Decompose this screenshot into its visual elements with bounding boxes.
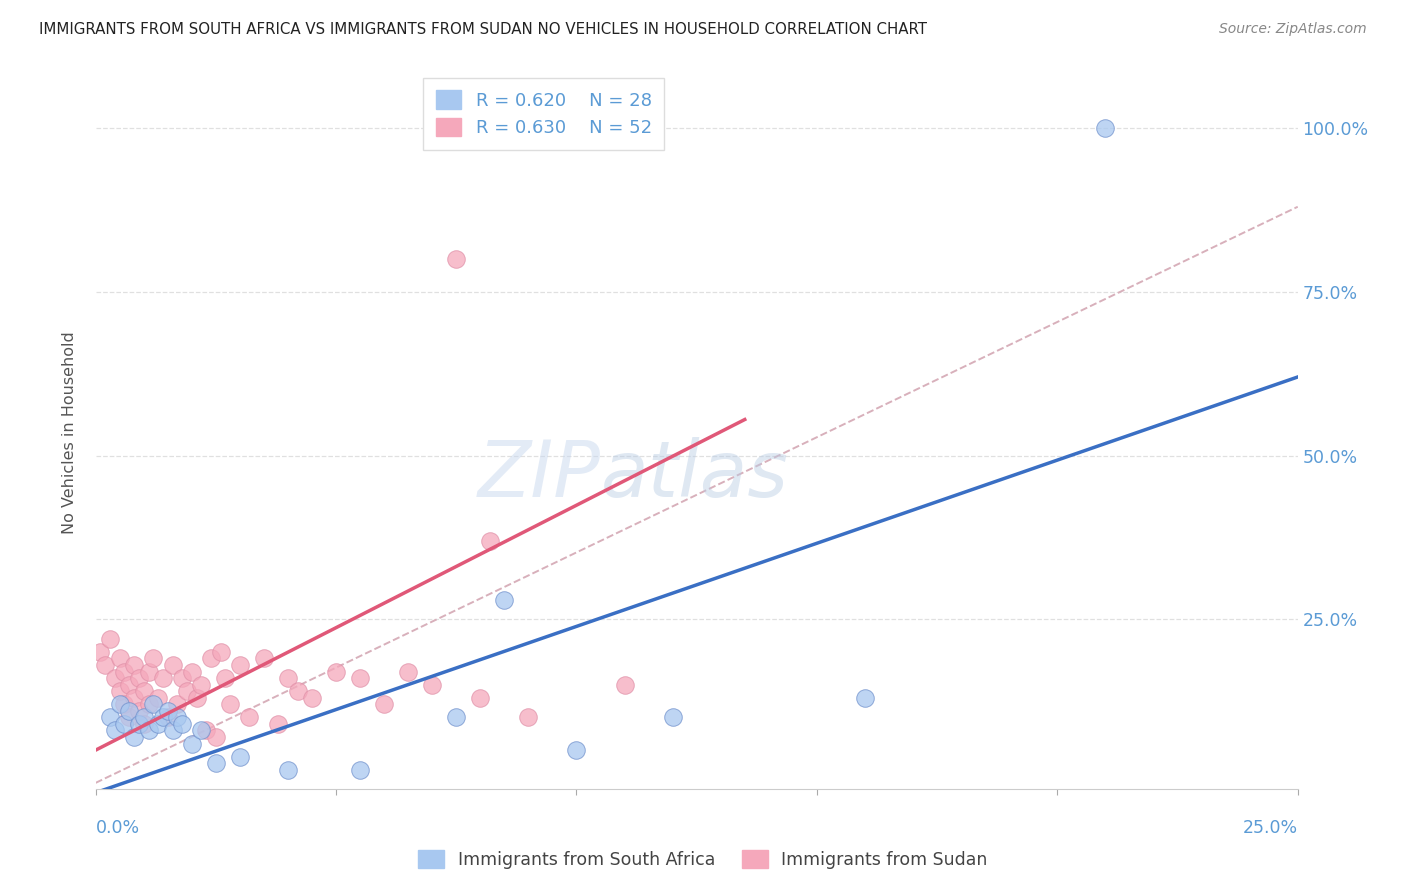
Point [180,665,202,679]
Text: Source: ZipAtlas.com: Source: ZipAtlas.com [1219,22,1367,37]
Legend: Immigrants from South Africa, Immigrants from Sudan: Immigrants from South Africa, Immigrants… [411,844,995,876]
Point [238,710,260,724]
Point [108,684,131,698]
Point [156,704,179,718]
Text: 0.0%: 0.0% [96,819,139,837]
Y-axis label: No Vehicles in Household: No Vehicles in Household [62,331,77,534]
Point [172,717,194,731]
Point [152,710,174,724]
Point [166,710,188,724]
Point [142,698,165,712]
Point [118,678,141,692]
Point [267,717,290,731]
Point [114,717,136,731]
Point [396,665,419,679]
Point [128,717,150,731]
Point [122,690,145,705]
Point [176,684,198,698]
Point [172,671,194,685]
Point [118,710,141,724]
Text: 25.0%: 25.0% [1243,819,1298,837]
Point [478,533,501,548]
Point [349,763,371,777]
Point [166,698,188,712]
Point [661,710,683,724]
Point [205,756,228,771]
Point [1094,121,1116,136]
Point [122,730,145,744]
Point [142,651,165,665]
Point [132,710,155,724]
Point [104,671,127,685]
Legend: R = 0.620    N = 28, R = 0.630    N = 52: R = 0.620 N = 28, R = 0.630 N = 52 [423,78,664,150]
Text: IMMIGRANTS FROM SOUTH AFRICA VS IMMIGRANTS FROM SUDAN NO VEHICLES IN HOUSEHOLD C: IMMIGRANTS FROM SOUTH AFRICA VS IMMIGRAN… [39,22,928,37]
Point [287,684,309,698]
Point [114,698,136,712]
Point [128,671,150,685]
Point [470,690,492,705]
Point [94,658,117,673]
Point [190,723,212,738]
Point [205,730,228,744]
Point [98,710,121,724]
Point [200,651,222,665]
Point [613,678,636,692]
Point [190,678,212,692]
Point [517,710,540,724]
Point [132,684,155,698]
Point [108,651,131,665]
Point [89,645,111,659]
Point [494,592,516,607]
Point [152,671,174,685]
Point [444,252,467,267]
Point [565,743,588,757]
Point [219,698,242,712]
Text: atlas: atlas [600,437,789,514]
Point [138,698,160,712]
Point [195,723,218,738]
Point [229,749,252,764]
Point [186,690,208,705]
Point [138,665,160,679]
Point [118,704,141,718]
Point [162,658,184,673]
Point [132,717,155,731]
Point [108,698,131,712]
Point [301,690,323,705]
Point [138,723,160,738]
Point [325,665,347,679]
Point [114,665,136,679]
Point [420,678,443,692]
Point [209,645,232,659]
Point [128,704,150,718]
Point [162,723,184,738]
Text: ZIP: ZIP [478,437,600,514]
Point [180,737,202,751]
Point [98,632,121,646]
Point [277,671,299,685]
Point [373,698,395,712]
Point [104,723,127,738]
Point [349,671,371,685]
Point [277,763,299,777]
Point [853,690,876,705]
Point [146,717,169,731]
Point [444,710,467,724]
Point [229,658,252,673]
Point [214,671,236,685]
Point [253,651,276,665]
Point [146,690,169,705]
Point [122,658,145,673]
Point [156,710,179,724]
